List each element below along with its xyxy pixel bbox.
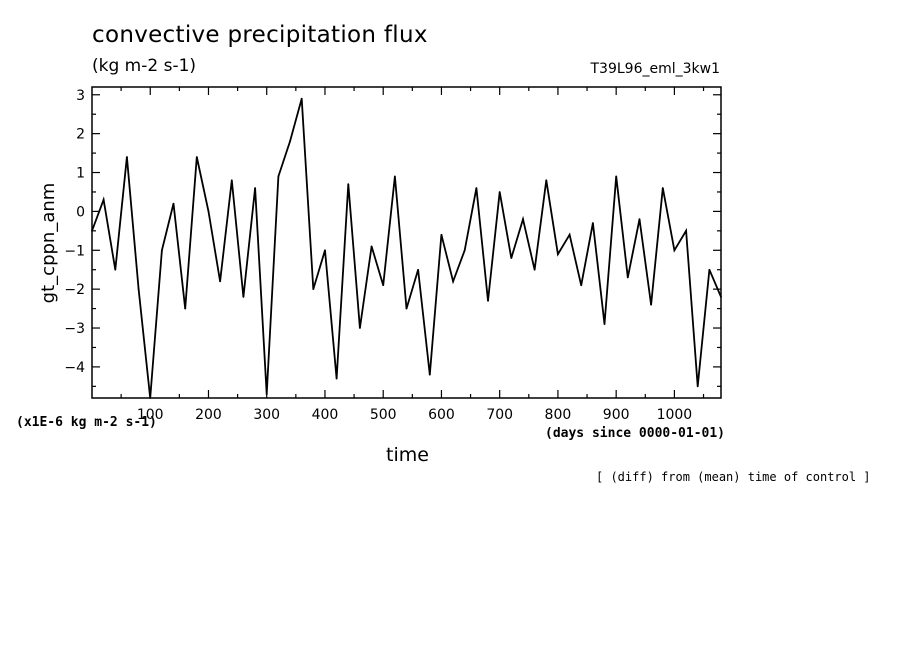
y-tick-label: −2	[64, 282, 85, 298]
data-point	[650, 303, 653, 306]
data-point	[522, 218, 524, 221]
data-point	[603, 323, 606, 326]
chart-units: (kg m-2 s-1)	[92, 56, 197, 76]
data-point	[638, 218, 641, 221]
y-scale-note: (x1E-6 kg m-2 s-1)	[16, 415, 157, 430]
axis-ticks	[92, 87, 721, 398]
data-point	[708, 268, 711, 271]
data-point	[452, 280, 454, 283]
data-point	[324, 249, 326, 252]
x-axis-label: time	[386, 444, 429, 466]
data-point	[428, 373, 431, 376]
data-point	[591, 222, 594, 224]
data-point	[615, 175, 618, 178]
data-point	[114, 268, 117, 271]
tick-labels: 100 200 300 400 500 600 700 800 900 1000 −4 −3 −2 −1 0…	[64, 88, 692, 423]
y-tick-label: 3	[76, 88, 85, 104]
data-point	[277, 175, 280, 178]
data-point	[580, 284, 583, 287]
data-point	[126, 156, 128, 158]
data-point	[102, 198, 105, 201]
data-point	[475, 187, 478, 189]
y-tick-label: −1	[64, 243, 85, 259]
y-tick-label: 1	[76, 166, 85, 182]
x-axis-units: (days since 0000-01-01)	[545, 426, 726, 441]
data-point	[405, 307, 408, 310]
series-points	[91, 97, 722, 399]
data-point	[160, 249, 163, 252]
plot-frame	[91, 86, 722, 399]
data-point	[242, 296, 245, 298]
data-point	[370, 245, 373, 248]
data-point	[463, 249, 466, 252]
x-tick-label: 900	[603, 407, 630, 423]
series-line	[91, 98, 722, 399]
data-point	[626, 276, 629, 279]
data-point	[254, 187, 256, 189]
data-point	[137, 288, 140, 291]
data-point	[440, 233, 443, 236]
data-point	[91, 229, 93, 232]
y-tick-label: 2	[76, 127, 85, 143]
data-point	[685, 229, 687, 232]
data-point	[393, 175, 396, 178]
x-tick-label: 800	[545, 407, 572, 423]
data-point	[417, 268, 420, 271]
data-point	[382, 284, 385, 287]
data-point	[568, 233, 571, 236]
diff-note: [ (diff) from (mean) time of control ]	[596, 470, 871, 484]
data-point	[545, 179, 548, 182]
x-tick-label: 500	[370, 407, 397, 423]
y-axis-label: gt_cppn_anm	[38, 183, 59, 304]
x-tick-label: 100	[137, 407, 164, 423]
x-tick-label: 700	[486, 407, 513, 423]
x-tick-label: 600	[428, 407, 455, 423]
data-point	[149, 397, 152, 399]
data-point	[300, 97, 303, 100]
data-point	[265, 393, 268, 396]
y-tick-label: −4	[64, 360, 85, 376]
data-point	[289, 140, 291, 143]
run-label: T39L96_eml_3kw1	[590, 61, 721, 77]
data-point	[673, 249, 676, 252]
data-point	[498, 191, 501, 193]
data-point	[359, 327, 361, 329]
x-tick-label: 200	[195, 407, 222, 423]
data-point	[230, 179, 233, 182]
x-tick-label: 1000	[657, 407, 693, 423]
x-tick-label: 400	[312, 407, 339, 423]
x-tick-label: 300	[253, 407, 280, 423]
data-point	[696, 385, 699, 388]
data-point	[172, 202, 175, 205]
y-tick-label: −3	[64, 321, 85, 337]
data-point	[487, 299, 489, 302]
data-point	[184, 307, 187, 310]
data-point	[312, 288, 315, 291]
data-point	[219, 280, 222, 283]
data-point	[661, 187, 664, 189]
data-point	[557, 253, 559, 256]
data-point	[533, 268, 536, 271]
chart-title: convective precipitation flux	[92, 22, 428, 48]
data-point	[720, 296, 722, 298]
data-point	[510, 257, 513, 259]
data-point	[347, 183, 350, 186]
y-tick-label: 0	[76, 204, 85, 220]
data-point	[195, 156, 198, 158]
data-point	[335, 377, 338, 380]
data-point	[207, 210, 210, 213]
